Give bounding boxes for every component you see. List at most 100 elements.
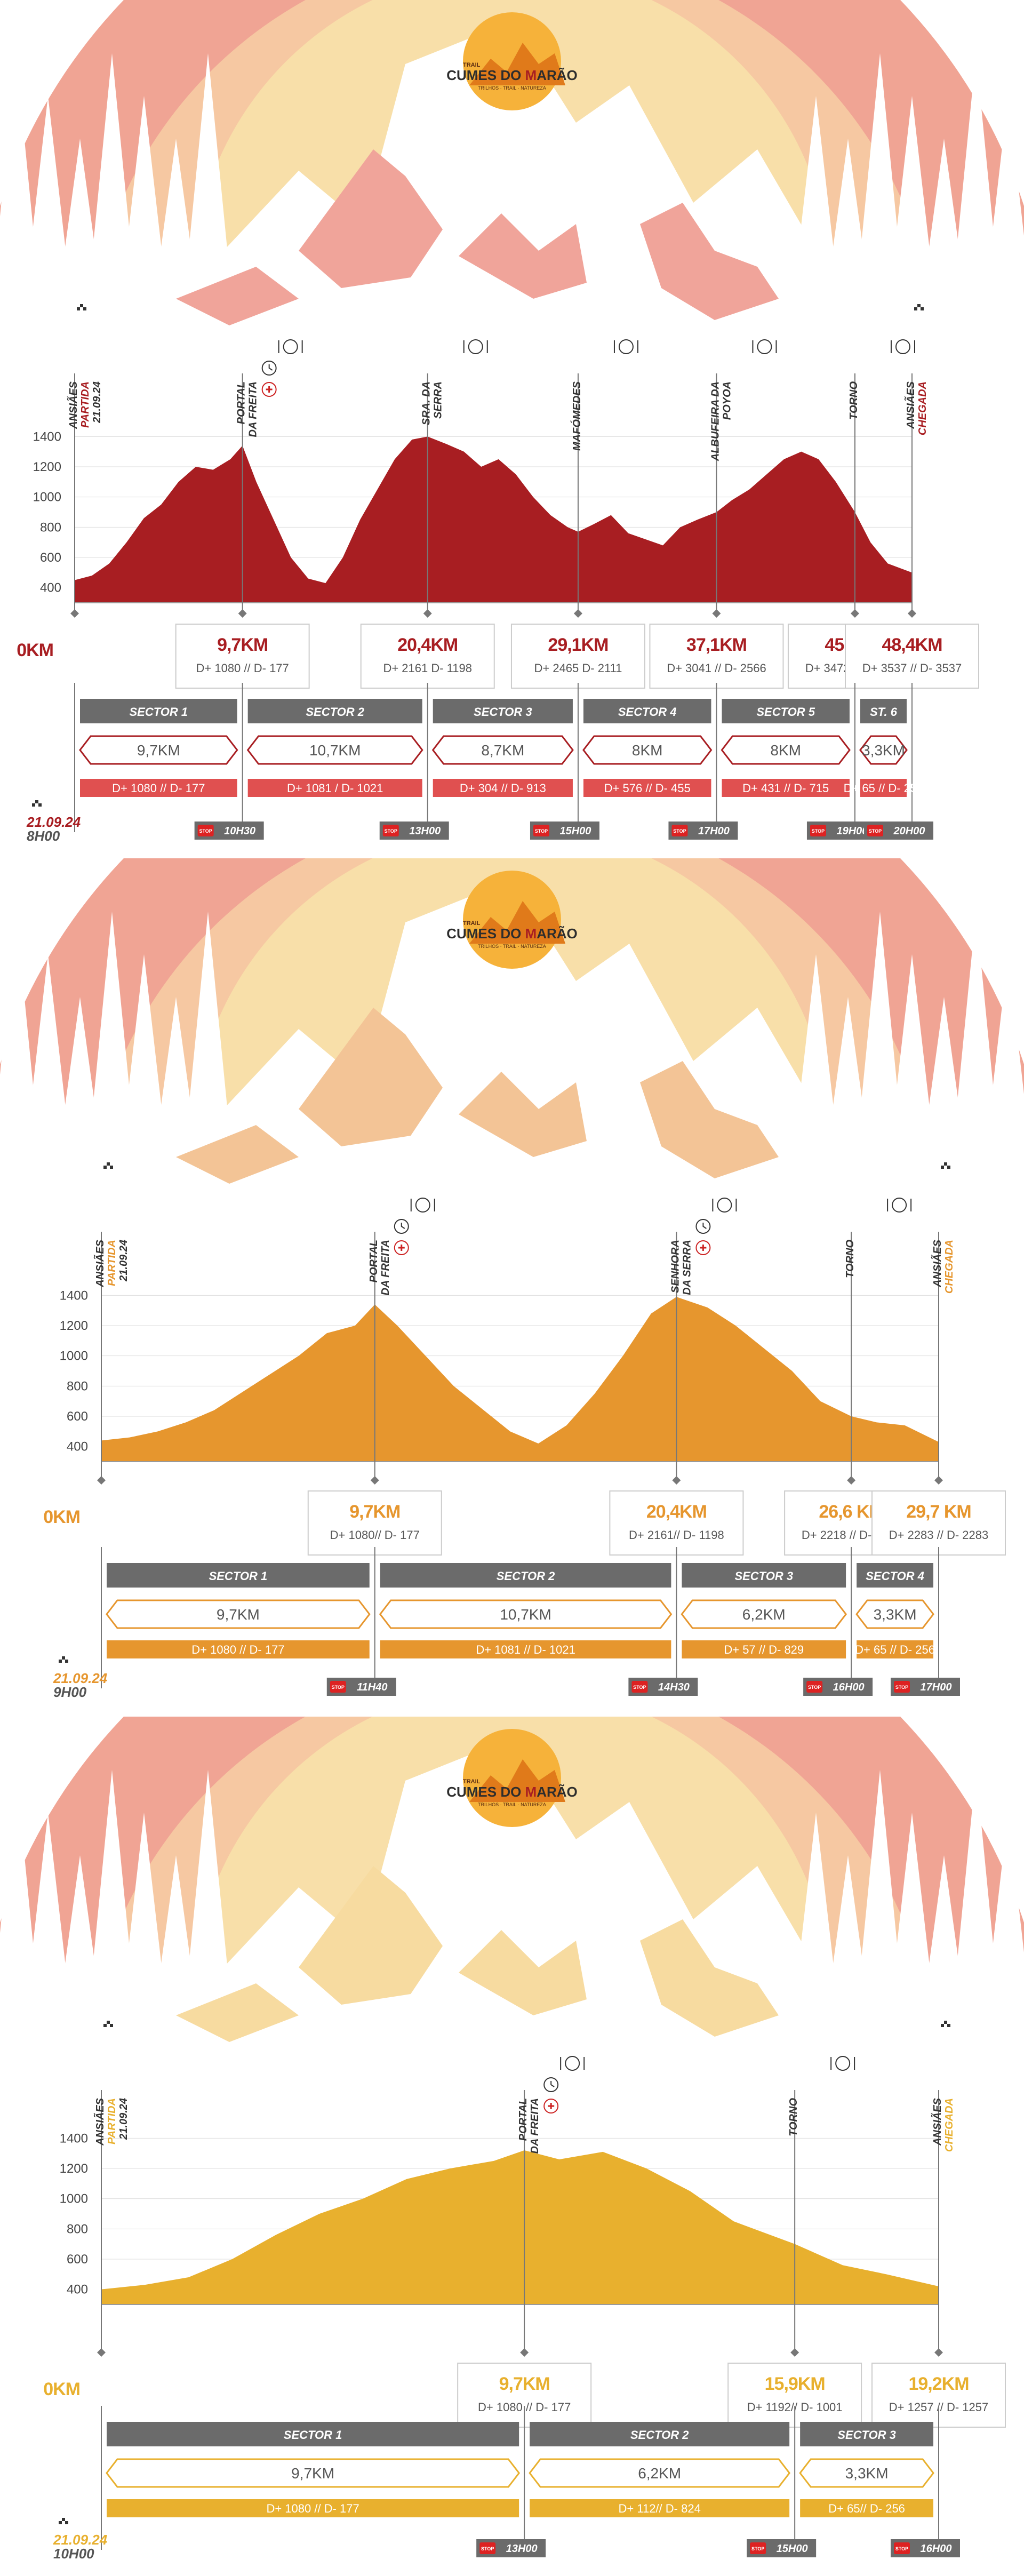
waypoint-label-2: DA FREITA [380, 1240, 391, 1295]
sector-name: SECTOR 3 [474, 705, 532, 719]
flag-check [77, 304, 80, 307]
sector-distance-pill [855, 1599, 934, 1629]
waypoint-marker [934, 1476, 943, 1485]
stop-sign-icon [894, 1681, 910, 1693]
sector-elevation-bar [800, 2499, 933, 2517]
sector-elevation: D+ 65// D- 256 [828, 2502, 905, 2515]
stop-sign-label: STOP [332, 1685, 345, 1690]
plate [618, 339, 634, 354]
fork-knife-plate-icon [613, 339, 638, 354]
flag-check [32, 800, 35, 803]
stop-time: 15H00 [559, 825, 591, 837]
race-panel-3: TRAIL CUMES DO MARÃO TRILHOS · TRAIL · NAT… [0, 1717, 1024, 2575]
mountain-base [0, 1205, 1024, 1226]
y-tick-label: 800 [67, 2222, 88, 2236]
zero-km-label: 0KM [17, 640, 53, 660]
logo-top-text: TRAIL [463, 62, 481, 68]
sector-name: SECTOR 2 [497, 1569, 555, 1583]
flag-check [110, 1162, 113, 1166]
y-tick-label: 600 [40, 551, 61, 565]
flag-check [35, 803, 38, 807]
stop-sign-icon [806, 1681, 823, 1693]
fork-knife-plate-icon [752, 339, 777, 354]
mountain-shade-center [459, 1072, 587, 1157]
aid-cross [398, 1245, 405, 1251]
plate [415, 1198, 430, 1213]
mountain-shade-far-left [176, 1125, 299, 1184]
sector-elevation-bar [247, 779, 422, 797]
sector-header [583, 699, 711, 723]
sector-header [80, 699, 237, 723]
waypoint-label-group: ANSIÃES PARTIDA 21.09.24 [94, 1239, 130, 1288]
km-value: 20,4KM [646, 1502, 707, 1522]
sector-header [107, 2422, 519, 2446]
mountain-shade-right [640, 203, 779, 320]
sector-distance-pill [379, 1599, 673, 1629]
stop-sign-label: STOP [895, 2546, 908, 2551]
flag-check [947, 2021, 950, 2024]
y-tick-label: 1400 [33, 429, 61, 444]
y-tick-label: 400 [40, 581, 61, 595]
clock-icon [543, 2077, 559, 2092]
mountain-shade-far-left [176, 1983, 299, 2042]
sector-distance-pill [79, 735, 238, 765]
flag-check [107, 1166, 110, 1169]
checkered-flag-icon [77, 304, 86, 310]
sector-distance-pill [246, 735, 423, 765]
stop-sign-label: STOP [673, 828, 686, 834]
km-value: 37,1KM [686, 635, 747, 655]
stop-sign-icon [750, 2542, 766, 2554]
checkered-flag-icon [941, 2021, 950, 2027]
sector-distance: 3,3KM [874, 1606, 917, 1623]
waypoint-marker [908, 609, 916, 618]
flag-check [944, 1166, 947, 1169]
sector-distance: 8KM [632, 742, 663, 759]
waypoint-label: ANSIÃES [905, 381, 917, 429]
logo-name-left: CUMES DO [446, 1784, 525, 1800]
logo-name-left: CUMES DO [446, 67, 525, 83]
waypoint-marker [370, 1476, 379, 1485]
stop-time: 16H00 [921, 2543, 952, 2555]
start-time: 9H00 [53, 1684, 87, 1700]
start-time: 10H00 [53, 2546, 94, 2562]
waypoint-label-group: ANSIÃES CHEGADA [931, 1239, 955, 1294]
y-tick-label: 800 [40, 520, 61, 535]
flag-check [65, 1656, 68, 1660]
y-tick-label: 1000 [33, 490, 61, 505]
km-value: 29,7 KM [906, 1502, 971, 1522]
stop-sign-icon [330, 1681, 346, 1693]
flag-check [107, 2024, 110, 2027]
sector-elevation-bar [530, 2499, 790, 2517]
mountain-shade-right [640, 1061, 779, 1178]
clock-face [543, 2077, 559, 2092]
plate [892, 1198, 907, 1213]
checkered-flag-icon [59, 2518, 68, 2524]
logo-tagline: TRILHOS · TRAIL · NATUREZA [478, 85, 546, 91]
waypoint-marker [97, 2348, 106, 2357]
stop-time: 14H30 [658, 1681, 690, 1693]
logo-name-m: M [525, 67, 537, 83]
sector-elevation-bar [857, 1640, 933, 1658]
km-box [360, 624, 495, 689]
waypoint-label: MAFÓMEDES [570, 381, 583, 451]
fork-knife-plate-icon [830, 2056, 855, 2071]
sector-header [107, 1563, 370, 1588]
stop-time: 16H00 [833, 1681, 865, 1693]
sector-elevation: D+ 431 // D- 715 [742, 781, 829, 795]
sector-name: SECTOR 3 [837, 2428, 896, 2442]
km-box [307, 1490, 442, 1556]
clock-hands [702, 1223, 707, 1229]
tree-shape [979, 96, 1024, 352]
sector-distance-pill [859, 735, 908, 765]
fork-knife-plate-icon [560, 2056, 585, 2071]
waypoint-label-group: TORNO [844, 1240, 856, 1278]
stop-sign-icon [671, 825, 688, 836]
waypoint-marker [934, 2348, 943, 2357]
waypoint-marker [712, 609, 721, 618]
waypoint-label: PORTAL [517, 2098, 529, 2141]
sector-elevation: D+ 65 // D- 256 [855, 1643, 935, 1656]
sector-elevation: D+ 304 // D- 913 [460, 781, 546, 795]
waypoint-label-2: DA SERRA [681, 1240, 693, 1295]
aid-ring [543, 2099, 559, 2114]
